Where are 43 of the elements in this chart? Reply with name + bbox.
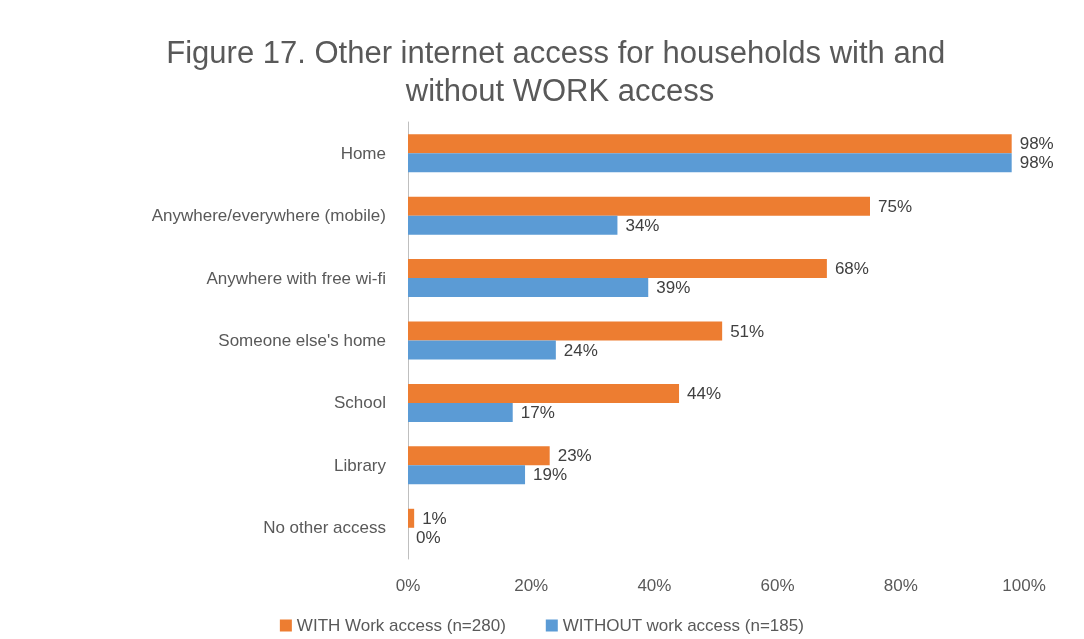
x-tick-label: 20% <box>514 576 549 595</box>
data-label: 68% <box>834 259 869 279</box>
bar <box>408 259 827 279</box>
data-label: 34% <box>625 215 660 235</box>
bar <box>408 153 1012 173</box>
y-tick-label: Home <box>340 143 386 163</box>
chart-title: Figure 17. Other internet access for households with and without WORK access <box>166 34 954 108</box>
bar <box>408 134 1012 154</box>
data-label: 19% <box>533 465 568 485</box>
data-label: 39% <box>656 278 691 298</box>
bar <box>408 215 618 235</box>
bar <box>408 402 513 422</box>
x-tick-label: 80% <box>883 576 918 595</box>
y-tick-label: School <box>334 393 386 413</box>
legend-label: WITHOUT work access (n=185) <box>562 616 804 635</box>
y-tick-label: Someone else's home <box>218 331 386 350</box>
x-tick-label: 40% <box>637 576 672 595</box>
x-tick-label: 60% <box>760 576 795 595</box>
bar <box>408 465 526 485</box>
data-label: 23% <box>557 446 592 466</box>
y-tick-label: Anywhere with free wi-fi <box>206 268 386 288</box>
y-tick-label: Anywhere/everywhere (mobile) <box>151 206 386 226</box>
data-label: 24% <box>563 340 598 360</box>
bar <box>408 278 649 298</box>
data-label: 0% <box>416 527 441 547</box>
bar <box>408 383 680 403</box>
legend-label: WITH Work access (n=280) <box>296 616 506 635</box>
bar <box>408 321 723 341</box>
x-tick-label: 100% <box>1002 576 1046 595</box>
data-label: 44% <box>687 383 722 403</box>
data-label: 1% <box>422 508 447 528</box>
x-tick-label: 0% <box>395 576 421 595</box>
data-label: 98% <box>1019 153 1054 173</box>
bar <box>408 340 556 360</box>
bar <box>408 508 415 528</box>
data-label: 75% <box>878 196 913 216</box>
bar <box>408 446 550 466</box>
bar <box>408 196 870 216</box>
y-tick-label: No other access <box>263 518 386 538</box>
data-label: 98% <box>1019 134 1054 154</box>
y-tick-label: Library <box>334 455 387 475</box>
data-label: 17% <box>520 402 555 422</box>
data-label: 51% <box>730 321 765 341</box>
